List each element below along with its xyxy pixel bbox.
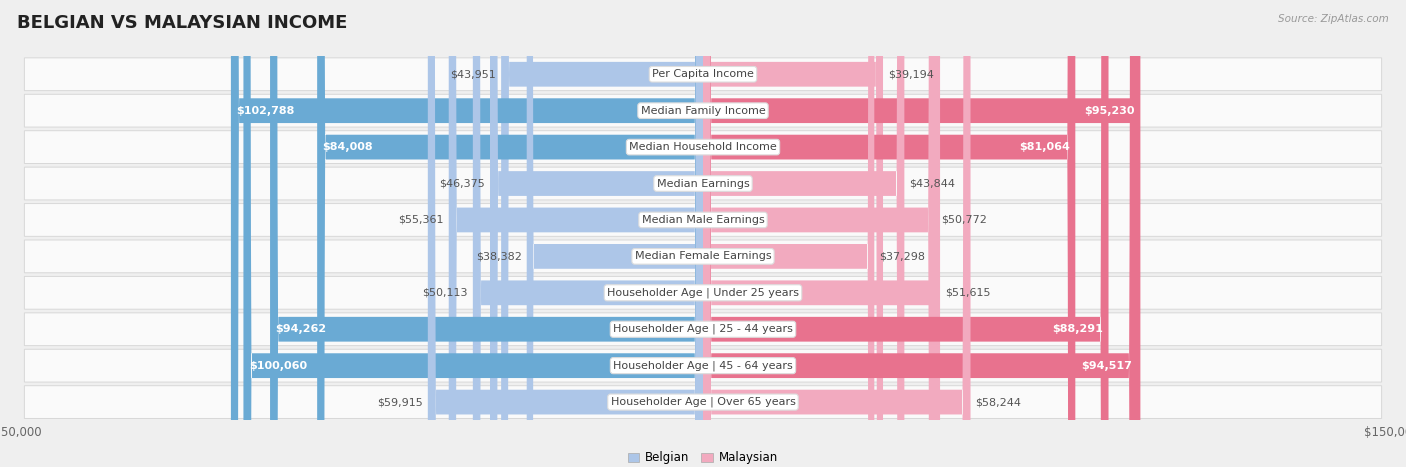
FancyBboxPatch shape <box>24 386 1382 418</box>
Text: Householder Age | Over 65 years: Householder Age | Over 65 years <box>610 397 796 407</box>
FancyBboxPatch shape <box>449 0 703 467</box>
Text: Householder Age | 45 - 64 years: Householder Age | 45 - 64 years <box>613 361 793 371</box>
FancyBboxPatch shape <box>318 0 703 467</box>
Text: $94,517: $94,517 <box>1081 361 1132 371</box>
Text: Median Earnings: Median Earnings <box>657 178 749 189</box>
FancyBboxPatch shape <box>703 0 875 467</box>
Text: $43,844: $43,844 <box>910 178 955 189</box>
FancyBboxPatch shape <box>243 0 703 467</box>
FancyBboxPatch shape <box>703 0 1140 467</box>
Text: $50,113: $50,113 <box>423 288 468 298</box>
Text: $38,382: $38,382 <box>477 251 522 262</box>
FancyBboxPatch shape <box>24 131 1382 163</box>
Text: $59,915: $59,915 <box>377 397 423 407</box>
Legend: Belgian, Malaysian: Belgian, Malaysian <box>623 446 783 467</box>
FancyBboxPatch shape <box>24 167 1382 200</box>
Text: $55,361: $55,361 <box>398 215 444 225</box>
Text: Median Household Income: Median Household Income <box>628 142 778 152</box>
FancyBboxPatch shape <box>703 0 941 467</box>
Text: $46,375: $46,375 <box>440 178 485 189</box>
FancyBboxPatch shape <box>24 276 1382 309</box>
FancyBboxPatch shape <box>491 0 703 467</box>
Text: $102,788: $102,788 <box>236 106 295 116</box>
Text: $94,262: $94,262 <box>276 324 326 334</box>
FancyBboxPatch shape <box>231 0 703 467</box>
FancyBboxPatch shape <box>24 58 1382 91</box>
Text: $51,615: $51,615 <box>945 288 990 298</box>
Text: $43,951: $43,951 <box>450 69 496 79</box>
FancyBboxPatch shape <box>703 0 936 467</box>
FancyBboxPatch shape <box>703 0 883 467</box>
Text: $100,060: $100,060 <box>249 361 307 371</box>
FancyBboxPatch shape <box>24 94 1382 127</box>
Text: Median Family Income: Median Family Income <box>641 106 765 116</box>
FancyBboxPatch shape <box>703 0 904 467</box>
FancyBboxPatch shape <box>270 0 703 467</box>
Text: $84,008: $84,008 <box>322 142 374 152</box>
FancyBboxPatch shape <box>703 0 1137 467</box>
FancyBboxPatch shape <box>24 204 1382 236</box>
FancyBboxPatch shape <box>527 0 703 467</box>
FancyBboxPatch shape <box>703 0 970 467</box>
Text: Per Capita Income: Per Capita Income <box>652 69 754 79</box>
Text: $58,244: $58,244 <box>976 397 1021 407</box>
FancyBboxPatch shape <box>427 0 703 467</box>
FancyBboxPatch shape <box>703 0 1108 467</box>
FancyBboxPatch shape <box>24 240 1382 273</box>
Text: Median Female Earnings: Median Female Earnings <box>634 251 772 262</box>
FancyBboxPatch shape <box>24 313 1382 346</box>
FancyBboxPatch shape <box>501 0 703 467</box>
Text: Source: ZipAtlas.com: Source: ZipAtlas.com <box>1278 14 1389 24</box>
Text: BELGIAN VS MALAYSIAN INCOME: BELGIAN VS MALAYSIAN INCOME <box>17 14 347 32</box>
Text: Householder Age | Under 25 years: Householder Age | Under 25 years <box>607 288 799 298</box>
Text: $88,291: $88,291 <box>1052 324 1102 334</box>
FancyBboxPatch shape <box>703 0 1076 467</box>
Text: $37,298: $37,298 <box>879 251 925 262</box>
Text: $50,772: $50,772 <box>941 215 987 225</box>
Text: $95,230: $95,230 <box>1084 106 1135 116</box>
FancyBboxPatch shape <box>472 0 703 467</box>
FancyBboxPatch shape <box>24 349 1382 382</box>
Text: $39,194: $39,194 <box>887 69 934 79</box>
Text: Householder Age | 25 - 44 years: Householder Age | 25 - 44 years <box>613 324 793 334</box>
Text: $81,064: $81,064 <box>1019 142 1070 152</box>
Text: Median Male Earnings: Median Male Earnings <box>641 215 765 225</box>
